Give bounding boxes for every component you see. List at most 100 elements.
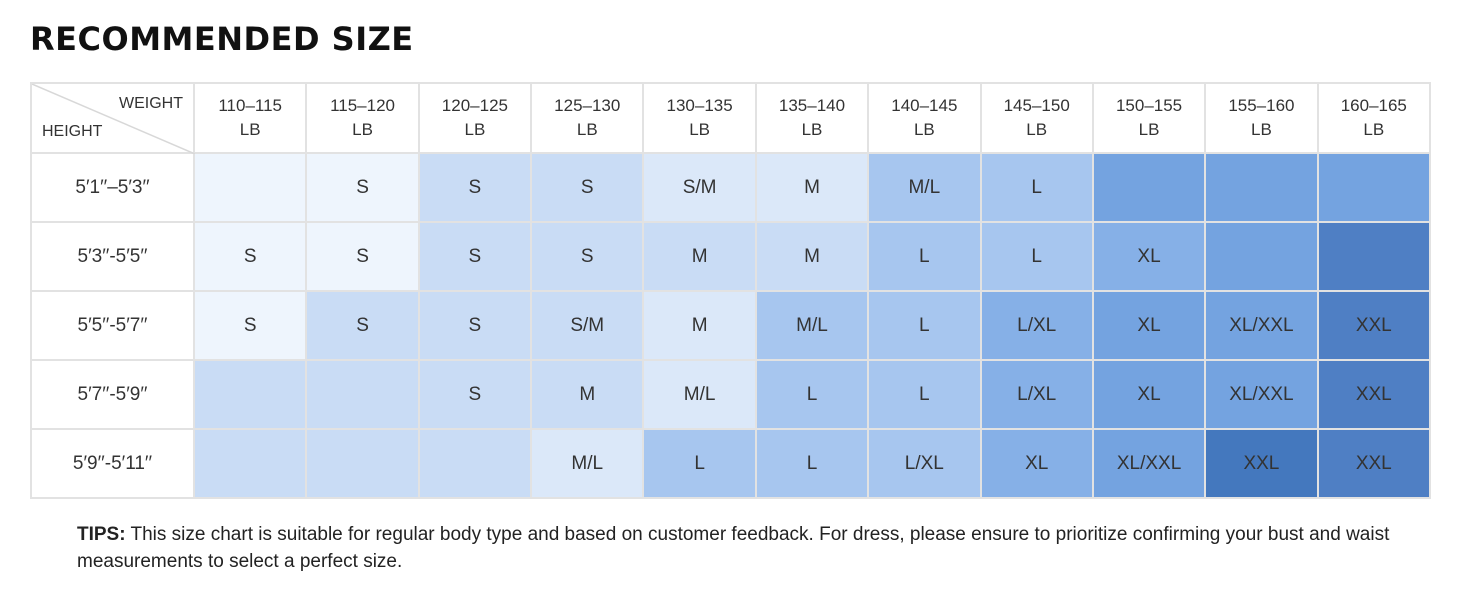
weight-unit: LB	[1251, 120, 1272, 139]
size-cell: S	[192, 290, 308, 361]
size-cell: S	[305, 221, 420, 292]
weight-range: 135–140	[778, 96, 846, 115]
size-cell	[1091, 152, 1207, 223]
size-cell	[1316, 221, 1432, 292]
size-cell: M/L	[530, 428, 645, 499]
size-cell: XL	[1091, 359, 1207, 430]
size-cell: M/L	[642, 359, 757, 430]
size-cell: S/M	[642, 152, 757, 223]
weight-header: 110–115 LB	[192, 82, 308, 154]
weight-unit: LB	[239, 120, 261, 139]
size-cell	[1316, 152, 1432, 223]
size-cell: XL/XXL	[1091, 428, 1207, 499]
size-cell: M	[754, 152, 870, 223]
size-cell: XL	[1091, 290, 1207, 361]
size-cell: L/XL	[867, 428, 982, 499]
weight-range: 120–125	[441, 96, 508, 115]
size-cell: XXL	[1316, 428, 1432, 499]
size-cell: S	[305, 152, 420, 223]
size-cell: L	[642, 428, 757, 499]
size-cell: M/L	[754, 290, 870, 361]
weight-header: 115–120 LB	[305, 82, 420, 154]
size-cell: XL	[979, 428, 1094, 499]
weight-range: 155–160	[1228, 96, 1295, 115]
size-cell	[192, 152, 308, 223]
size-cell: XL	[1091, 221, 1207, 292]
weight-header: 140–145 LB	[867, 82, 982, 154]
title: RECOMMENDED SIZE	[30, 20, 414, 58]
weight-header: 135–140 LB	[754, 82, 870, 154]
tips-label: TIPS:	[77, 524, 126, 545]
weight-unit: LB	[913, 120, 935, 139]
size-cell	[305, 359, 420, 430]
weight-range: 145–150	[1003, 96, 1070, 115]
size-cell: S	[530, 221, 645, 292]
size-cell: L	[754, 428, 870, 499]
size-row: 5′1′′–5′3′′ S S S S/M M M/L L	[30, 152, 1432, 223]
weight-range: 140–145	[891, 96, 958, 115]
table-body: 5′1′′–5′3′′ S S S S/M M M/L L 5′3′′-5′5′′ S S S S M M L…	[30, 152, 1432, 499]
size-cell: L	[979, 221, 1094, 292]
height-label: 5′5′′-5′7′′	[30, 290, 195, 361]
size-cell: XL/XXL	[1204, 359, 1319, 430]
tips: TIPS: This size chart is suitable for re…	[77, 521, 1407, 575]
size-cell: S	[417, 221, 533, 292]
height-label: HEIGHT	[42, 123, 103, 140]
weight-range: 115–120	[330, 96, 395, 115]
weight-unit: LB	[801, 120, 823, 139]
weight-header: 155–160 LB	[1204, 82, 1319, 154]
weight-unit: LB	[689, 120, 711, 139]
weight-unit: LB	[352, 120, 373, 139]
size-cell: L	[754, 359, 870, 430]
size-cell: S	[192, 221, 308, 292]
size-cell: L/XL	[979, 290, 1094, 361]
height-label: 5′3′′-5′5′′	[30, 221, 195, 292]
size-cell	[305, 428, 420, 499]
size-row: 5′9′′-5′11′′ M/L L L L/XL XL XL/XXL XXL XXL	[30, 428, 1432, 499]
size-cell: L	[867, 290, 982, 361]
size-cell: M	[754, 221, 870, 292]
size-row: 5′5′′-5′7′′ S S S S/M M M/L L L/XL XL XL/XXL XXL	[30, 290, 1432, 361]
tips-text: This size chart is suitable for regular …	[77, 524, 1390, 572]
weight-unit: LB	[1363, 120, 1385, 139]
size-cell	[1204, 221, 1319, 292]
size-cell: M	[642, 221, 757, 292]
header-row: WEIGHT HEIGHT 110–115 LB 115–120 LB 120–125 L…	[30, 82, 1432, 154]
size-cell: L/XL	[979, 359, 1094, 430]
height-label: 5′7′′-5′9′′	[30, 359, 195, 430]
size-cell: S	[417, 359, 533, 430]
size-cell	[192, 359, 308, 430]
corner-diagonal	[32, 84, 195, 154]
size-cell: S	[417, 290, 533, 361]
size-cell: XXL	[1204, 428, 1319, 499]
size-row: 5′7′′-5′9′′ S M M/L L L L/XL XL XL/XXL XXL	[30, 359, 1432, 430]
weight-header: 125–130 LB	[530, 82, 645, 154]
weight-range: 125–130	[554, 96, 621, 115]
corner-cell: WEIGHT HEIGHT	[30, 82, 195, 154]
weight-range: 130–135	[666, 96, 733, 115]
size-cell: M/L	[867, 152, 982, 223]
size-cell: L	[979, 152, 1094, 223]
weight-unit: LB	[1138, 120, 1160, 139]
size-cell	[417, 428, 533, 499]
size-cell: XXL	[1316, 290, 1432, 361]
weight-unit: LB	[576, 120, 598, 139]
size-cell: M	[642, 290, 757, 361]
size-row: 5′3′′-5′5′′ S S S S M M L L XL	[30, 221, 1432, 292]
weight-unit: LB	[464, 120, 486, 139]
height-label: 5′1′′–5′3′′	[30, 152, 195, 223]
weight-range: 160–165	[1340, 96, 1407, 115]
weight-header: 120–125 LB	[417, 82, 533, 154]
size-table: WEIGHT HEIGHT 110–115 LB 115–120 LB 120–125 L…	[30, 82, 1432, 499]
size-cell: S/M	[530, 290, 645, 361]
height-label: 5′9′′-5′11′′	[30, 428, 195, 499]
weight-range: 110–115	[218, 96, 283, 115]
weight-unit: LB	[1026, 120, 1048, 139]
weight-header: 145–150 LB	[979, 82, 1094, 154]
size-cell: L	[867, 221, 982, 292]
weight-header: 130–135 LB	[642, 82, 757, 154]
size-cell: M	[530, 359, 645, 430]
size-cell: XL/XXL	[1204, 290, 1319, 361]
size-cell: S	[417, 152, 533, 223]
